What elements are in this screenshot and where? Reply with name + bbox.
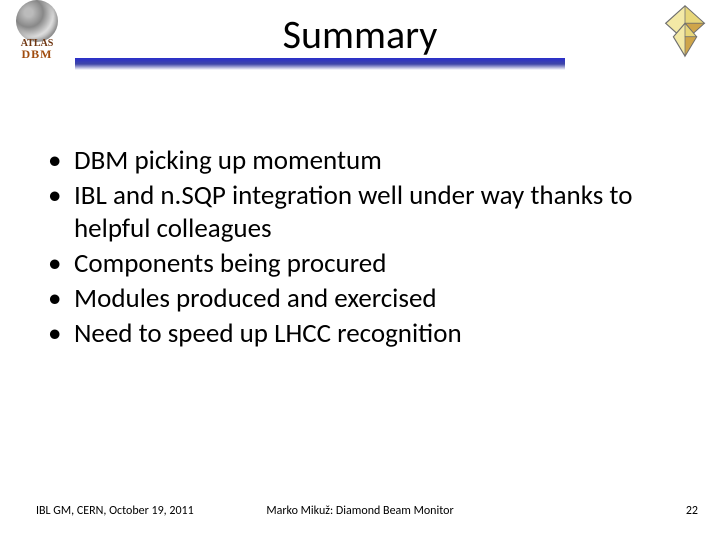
footer-venue-date: IBL GM, CERN, October 19, 2011 xyxy=(36,504,194,518)
footer-author-title: Marko Mikuž: Diamond Beam Monitor xyxy=(266,504,453,518)
bullet-item: Need to speed up LHCC recognition xyxy=(38,318,682,351)
slide-content: DBM picking up momentum IBL and n.SQP in… xyxy=(38,145,682,353)
diamond-logo-icon xyxy=(656,2,714,60)
bullet-item: DBM picking up momentum xyxy=(38,145,682,178)
slide-title: Summary xyxy=(0,10,720,59)
title-underline xyxy=(75,58,565,70)
bullet-item: Components being procured xyxy=(38,248,682,281)
bullet-list: DBM picking up momentum IBL and n.SQP in… xyxy=(38,145,682,351)
slide-number: 22 xyxy=(686,504,698,518)
bullet-item: Modules produced and exercised xyxy=(38,283,682,316)
bullet-item: IBL and n.SQP integration well under way… xyxy=(38,180,682,246)
slide-footer: IBL GM, CERN, October 19, 2011 Marko Mik… xyxy=(0,504,720,524)
slide-header: ATLAS DBM Summary xyxy=(0,0,720,80)
